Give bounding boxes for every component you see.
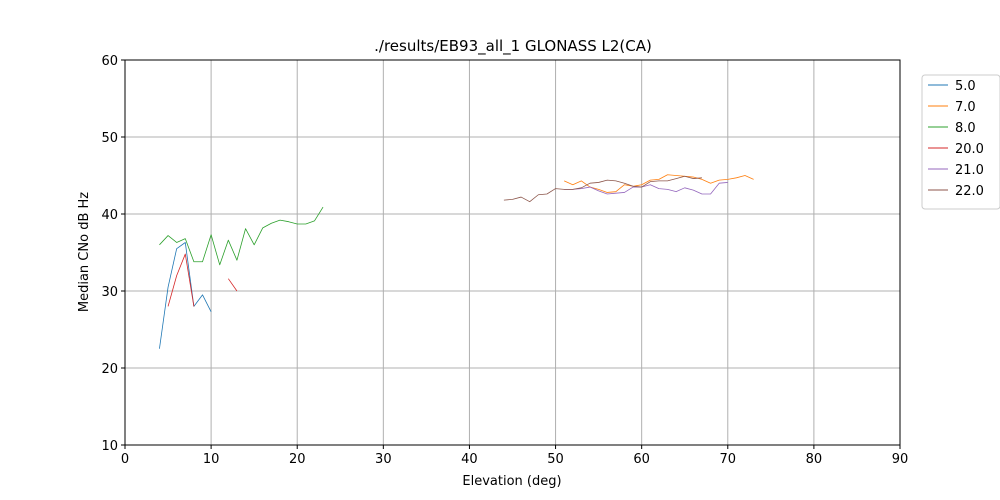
- legend-label: 5.0: [955, 79, 976, 94]
- legend-label: 21.0: [955, 163, 984, 178]
- series-line-8.0: [159, 206, 324, 266]
- x-tick-label: 80: [806, 452, 823, 467]
- legend-label: 7.0: [955, 100, 976, 115]
- x-tick-label: 50: [547, 452, 564, 467]
- legend-label: 20.0: [955, 142, 984, 157]
- series-line-22.0: [503, 175, 702, 203]
- series-lines: [159, 174, 754, 349]
- y-tick-label: 10: [101, 439, 118, 454]
- series-line-21.0: [564, 182, 728, 195]
- y-tick-label: 30: [101, 285, 118, 300]
- x-tick-label: 70: [720, 452, 737, 467]
- y-tick-label: 50: [101, 131, 118, 146]
- legend-box: [921, 74, 1000, 210]
- legend: 5.0 7.0 8.0 20.0 21.0 22.0: [921, 74, 1000, 210]
- x-tick-label: 0: [121, 452, 129, 467]
- x-tick-label: 90: [892, 452, 909, 467]
- chart-title: ./results/EB93_all_1 GLONASS L2(CA): [374, 37, 652, 56]
- y-tick-label: 20: [101, 362, 118, 377]
- x-axis-title: Elevation (deg): [462, 474, 561, 489]
- plot-area-frame: [124, 59, 901, 446]
- x-tick-label: 60: [633, 452, 650, 467]
- x-tick-label: 40: [461, 452, 478, 467]
- legend-label: 8.0: [955, 121, 976, 136]
- y-tick-label: 60: [101, 54, 118, 69]
- legend-label: 22.0: [955, 184, 984, 199]
- y-axis-title: Median CNo dB Hz: [77, 192, 92, 312]
- x-tick-label: 30: [375, 452, 392, 467]
- series-line-5.0: [159, 242, 212, 349]
- x-tick-label: 20: [289, 452, 306, 467]
- series-line-20.0: [167, 253, 238, 307]
- series-line-7.0: [564, 174, 754, 193]
- y-tick-label: 40: [101, 208, 118, 223]
- x-tick-label: 10: [203, 452, 220, 467]
